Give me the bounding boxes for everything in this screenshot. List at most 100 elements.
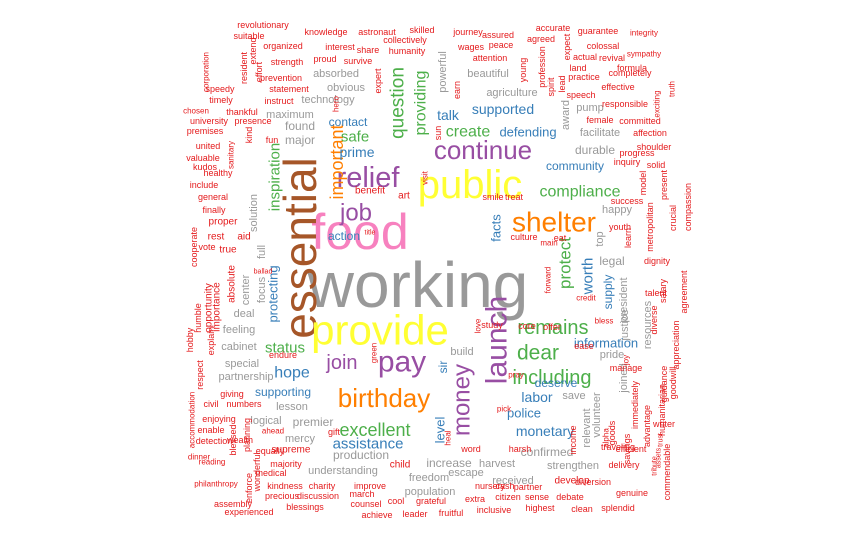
word-land: land [569,63,586,73]
word-deserve: deserve [535,376,578,390]
word-goods: goods [607,420,617,445]
word-gift: gift [328,427,341,437]
word-safe: safe [341,129,369,146]
word-credit: credit [576,294,596,303]
word-legal: legal [599,254,624,268]
word-splendid: splendid [601,503,635,513]
word-manage: manage [610,363,643,373]
word-level: level [433,417,448,444]
word-joy: joy [622,355,631,366]
word-statement: statement [269,84,309,94]
word-obvious: obvious [327,82,365,94]
word-smile: smile [482,192,503,202]
word-giving: giving [220,389,244,399]
word-information: information [574,336,638,351]
word-importance: importance [212,282,223,332]
word-achieve: achieve [361,510,392,520]
word-lesson: lesson [276,401,308,413]
word-word: word [460,444,481,454]
word-youth: youth [609,222,631,232]
word-community: community [546,159,604,173]
word-sir: sir [436,361,450,374]
word-formula: formula [617,63,647,73]
word-treat: treat [505,192,524,202]
word-assembly: assembly [214,499,253,509]
word-shoulder: shoulder [637,142,672,152]
word-art: art [398,191,410,202]
word-protecting: protecting [266,265,281,322]
word-healthy: healthy [203,168,233,178]
word-valuable: valuable [186,153,220,163]
word-responsible: responsible [602,99,648,109]
word-respect: respect [195,360,205,390]
word-lead: lead [557,75,567,92]
word-working: working [307,249,529,321]
word-chosen: chosen [183,107,209,116]
word-confirmed: confirmed [521,445,574,459]
word-interest: interest [325,42,355,52]
word-expert: expert [373,68,383,94]
word-writer: writer [652,419,675,429]
word-salary: salary [658,279,668,304]
word-solution: solution [248,194,260,232]
word-develop: develop [554,476,589,487]
word-include: include [190,180,219,190]
word-aid: aid [237,232,250,243]
word-enjoying: enjoying [202,414,236,424]
word-crucial: crucial [668,205,678,231]
word-expect: expect [562,33,572,60]
word-proud: proud [313,54,336,64]
word-production: production [333,448,389,462]
word-agreed: agreed [527,34,555,44]
word-heal: heal [444,430,453,445]
word-essential: essential [274,157,326,339]
word-charity: charity [309,481,336,491]
word-guidance: guidance [659,366,669,403]
word-colossal: colossal [587,41,620,51]
word-diverse: diverse [649,305,659,334]
word-contact: contact [329,115,368,129]
word-revolutionary: revolutionary [237,20,289,30]
word-supreme: supreme [272,445,311,456]
word-presence: presence [234,116,271,126]
word-continue: continue [434,135,532,165]
word-blessings: blessings [286,502,324,512]
word-received: received [492,475,534,487]
word-study: study [481,320,503,330]
word-earn: earn [452,81,462,99]
word-harvest: harvest [479,458,515,470]
word-vote: vote [198,242,215,252]
word-supply: supply [601,275,615,310]
word-nursery: nursery [475,481,506,491]
word-trust: trust [658,433,665,447]
word-progress: progress [619,148,655,158]
word-finally: finally [202,205,226,215]
word-accurate: accurate [536,23,571,33]
word-bless: bless [595,317,614,326]
word-improve: improve [354,481,386,491]
word-status: status [265,340,305,357]
word-offer: offer [543,322,561,332]
word-university: university [190,116,229,126]
word-volunteer: volunteer [591,392,603,438]
word-police: police [507,406,541,421]
word-population: population [405,486,456,498]
word-durable: durable [575,143,615,157]
word-cooperate: cooperate [189,227,199,267]
word-monetary: monetary [516,423,574,439]
word-guarantee: guarantee [578,26,619,36]
word-focus: focus [256,276,268,303]
word-speedy: speedy [205,84,235,94]
word-opportunity: opportunity [204,283,215,332]
word-skilled: skilled [409,25,434,35]
word-sun: sun [433,126,443,141]
word-happy: happy [602,204,632,216]
word-accommodation: accommodation [188,392,197,448]
word-prevention: prevention [260,73,302,83]
word-cash: cash [495,481,514,491]
word-birthday: birthday [338,383,431,413]
word-pray: pray [508,371,524,380]
word-true: true [219,245,237,256]
word-launch: launch [481,296,514,384]
